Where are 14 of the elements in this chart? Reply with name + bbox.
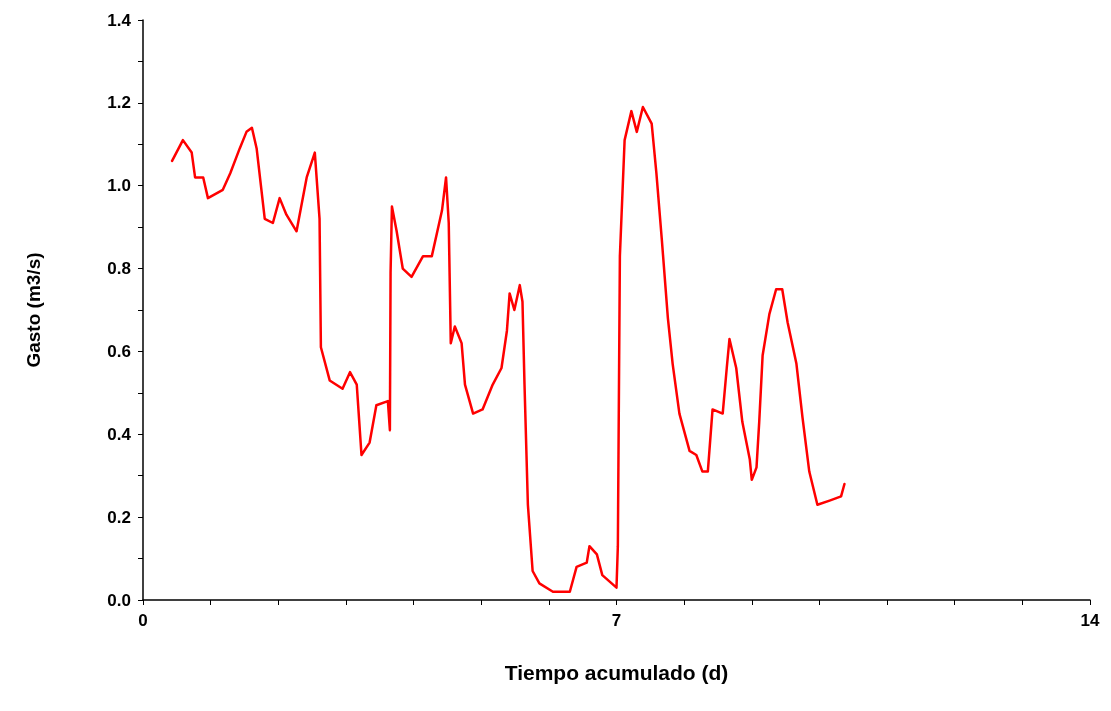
x-tick-label: 7 — [611, 611, 622, 630]
y-tick-label: 0.4 — [107, 424, 132, 444]
y-tick-label: 0.8 — [107, 259, 131, 279]
y-tick-label: 1.0 — [107, 176, 131, 196]
line-series — [170, 105, 846, 593]
x-tick-label: 0 — [138, 611, 148, 630]
y-axis-title: Gasto (m3/s) — [23, 252, 44, 368]
y-tick-label: 0.2 — [107, 507, 131, 527]
y-tick-label: 0.6 — [107, 341, 131, 361]
x-axis-title: Tiempo acumulado (d) — [504, 661, 729, 684]
y-tick-label: 1.4 — [107, 10, 132, 30]
x-tick-label: 14 — [1080, 611, 1100, 630]
y-tick-label: 1.2 — [107, 93, 131, 113]
y-tick-label: 0.0 — [107, 590, 131, 610]
